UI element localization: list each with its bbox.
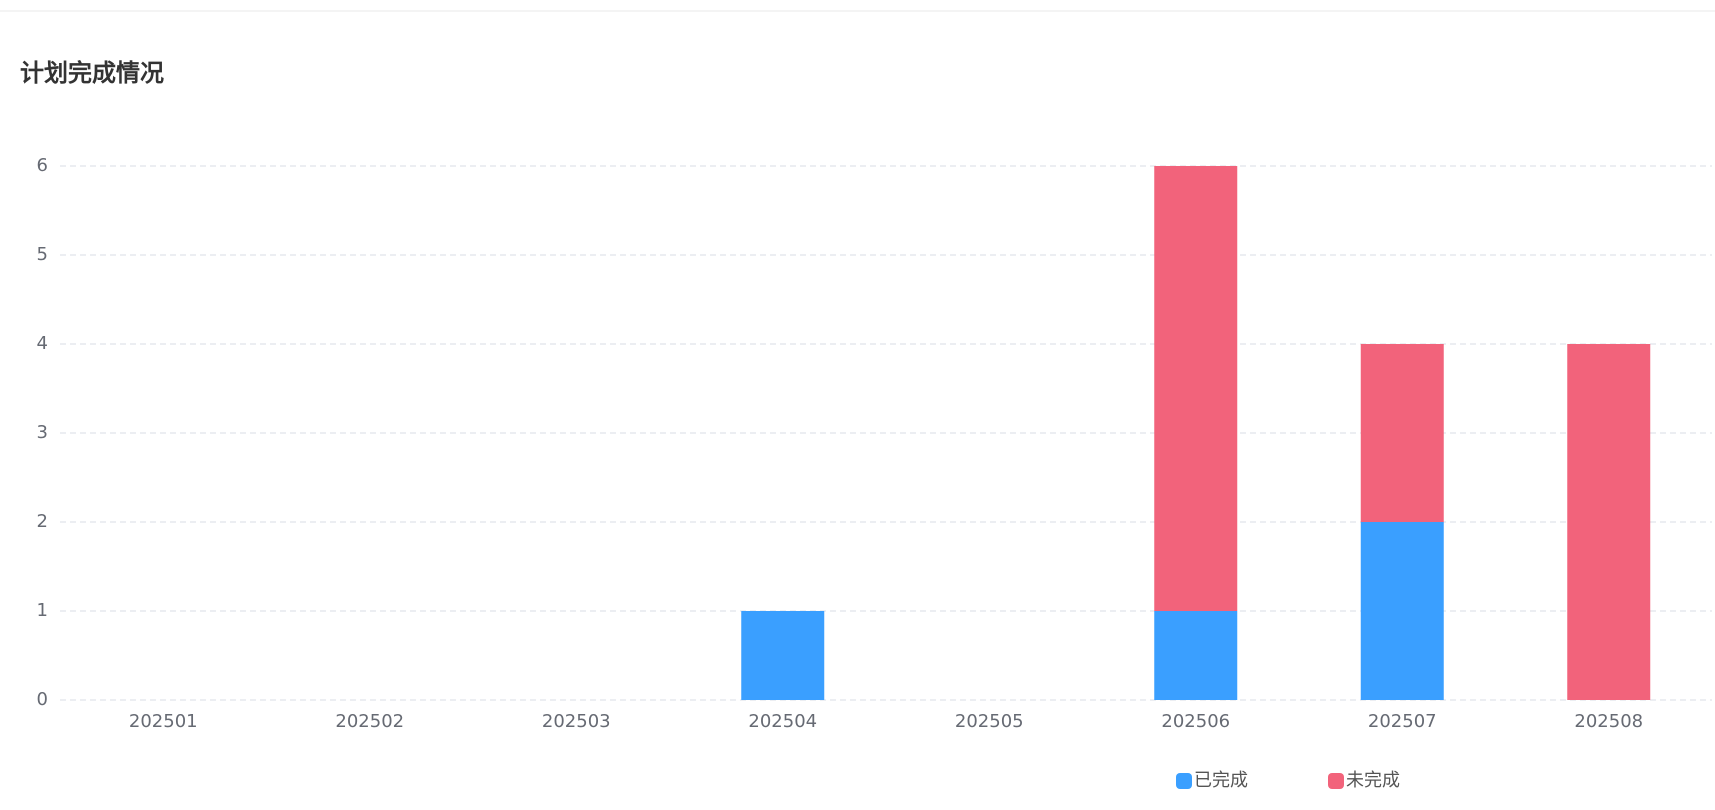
x-tick-label: 202504 <box>748 711 817 732</box>
x-tick-label: 202505 <box>955 711 1024 732</box>
x-tick-label: 202502 <box>335 711 404 732</box>
bar-segment <box>1567 344 1651 700</box>
bar-segment <box>1154 611 1238 700</box>
legend-label: 已完成 <box>1194 770 1248 791</box>
bar-segment <box>741 611 825 700</box>
x-tick-label: 202501 <box>129 711 198 732</box>
bar-segment <box>1154 166 1238 611</box>
x-tick-label: 202503 <box>542 711 611 732</box>
legend-swatch <box>1176 773 1192 789</box>
legend-label: 未完成 <box>1346 770 1400 791</box>
x-tick-label: 202508 <box>1574 711 1643 732</box>
y-tick-label: 4 <box>37 333 48 354</box>
x-tick-label: 202506 <box>1161 711 1230 732</box>
y-tick-label: 0 <box>37 689 48 710</box>
y-tick-label: 6 <box>37 155 48 176</box>
chart-title: 计划完成情况 <box>20 59 164 87</box>
legend-swatch <box>1328 773 1344 789</box>
y-tick-label: 3 <box>37 422 48 443</box>
y-tick-label: 1 <box>37 600 48 621</box>
y-tick-label: 2 <box>37 511 48 532</box>
y-tick-label: 5 <box>37 244 48 265</box>
bar-segment <box>1360 522 1444 700</box>
bar-segment <box>1360 344 1444 522</box>
x-tick-label: 202507 <box>1368 711 1437 732</box>
